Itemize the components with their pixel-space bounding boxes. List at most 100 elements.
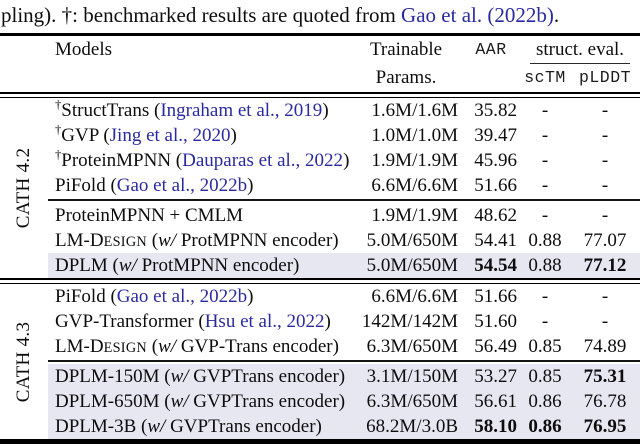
text-segment: PiFold ( [55,175,117,196]
aar-cell: 39.47 [474,125,517,146]
sctm-cell: - [541,100,549,121]
aar-cell: 51.66 [474,175,517,196]
text-segment: . [553,3,560,27]
params-cell: 1.0M/1.0M [371,125,458,146]
section-label-text: CATH 4.3 [13,321,34,402]
aar-cell: 51.66 [474,286,517,307]
text-segment: ProteinMPNN + CMLM [55,205,244,226]
citation-link[interactable]: Gao et al., 2022b [116,175,248,196]
aar-cell: 48.62 [474,205,517,226]
aar-cell: 45.96 [474,150,517,171]
text-segment: ProteinMPNN ( [61,150,183,171]
params-cell: 68.2M/3.0B [366,416,458,437]
text-segment: ) [230,125,237,146]
text-segment: pling). †: benchmarked results are quote… [1,3,402,27]
table-row: †GVP (Jing et al., 2020) 1.0M/1.0M 39.47 - - [48,123,640,148]
header-row-1: Models Trainable AAR struct. eval. [0,36,640,64]
model-cell: LM-DESIGN (w/ GVP-Trans encoder) [48,334,350,359]
model-cell: ProteinMPNN + CMLM [48,203,350,228]
text-segment: ProtMPNN encoder) [176,230,339,251]
sctm-cell: - [541,286,549,307]
struct-eval-label: struct. eval. [529,37,631,64]
table-row: †ProteinMPNN (Dauparas et al., 2022) 1.9M… [48,148,640,173]
header-struct-eval: struct. eval. [520,36,640,64]
text-segment: w/ [158,230,177,251]
plddt-cell: - [601,311,609,332]
params-cell: 1.9M/1.9M [371,150,458,171]
text-segment: ProtMPNN encoder) [136,255,300,276]
plddt-cell: 77.12 [583,255,627,276]
params-cell: 6.3M/650M [366,336,458,357]
section-rows: PiFold (Gao et al., 2022b) 6.6M/6.6M 51.66… [48,284,640,439]
citation-link[interactable]: Gao et al., 2022b [116,286,248,307]
model-cell: †StructTrans (Ingraham et al., 2019) [48,98,350,123]
section-rows: †StructTrans (Ingraham et al., 2019) 1.6M… [48,98,640,278]
text-segment: ESIGN [103,234,148,250]
text-segment: DPLM-650M ( [55,391,171,412]
params-cell: 5.0M/650M [366,230,458,251]
model-cell: PiFold (Gao et al., 2022b) [48,173,350,198]
sctm-cell: - [541,125,549,146]
text-segment: GVPTrans encoder) [188,366,346,387]
model-cell: PiFold (Gao et al., 2022b) [48,284,350,309]
plddt-cell: 76.95 [583,416,627,437]
section-cath-4-3: CATH 4.3 PiFold (Gao et al., 2022b) 6.6M/6… [0,284,640,439]
citation-link[interactable]: Jing et al., 2020 [109,125,231,146]
header-label-spacer [0,36,48,64]
text-segment: ) [247,286,254,307]
plddt-cell: 76.78 [583,391,627,412]
text-segment: w/ [147,416,166,437]
sctm-cell: - [541,205,549,226]
params-cell: 1.6M/1.6M [371,100,458,121]
plddt-cell: - [601,205,609,226]
text-segment: † [55,123,62,137]
sctm-cell: - [541,150,549,171]
text-segment: w/ [118,255,137,276]
plddt-cell: 75.31 [583,366,627,387]
aar-cell: 54.54 [474,255,517,276]
sctm-cell: - [541,311,549,332]
header-sctm: scTM [524,68,566,87]
header-label-spacer-2 [0,64,48,92]
text-segment: StructTrans ( [61,100,161,121]
model-cell: LM-DESIGN (w/ ProtMPNN encoder) [48,228,350,253]
section-label: CATH 4.3 [0,284,48,439]
text-segment: GVP-Trans encoder) [176,336,339,357]
citation-link[interactable]: Ingraham et al., 2019 [160,100,323,121]
model-cell: GVP-Transformer (Hsu et al., 2022) [48,309,350,334]
table-row: DPLM (w/ ProtMPNN encoder) 5.0M/650M 54.54… [48,253,640,278]
table-row: PiFold (Gao et al., 2022b) 6.6M/6.6M 51.66… [48,173,640,198]
header-models: Models [55,39,112,60]
plddt-cell: - [601,150,609,171]
aar-cell: 51.60 [474,311,517,332]
text-segment: w/ [158,336,177,357]
text-segment: w/ [170,366,189,387]
table-top-rule [0,33,640,36]
citation-link[interactable]: Hsu et al., 2022 [204,311,325,332]
table-row: DPLM-3B (w/ GVPTrans encoder) 68.2M/3.0B 5… [48,414,640,439]
plddt-cell: - [601,100,609,121]
text-segment: LM-D [55,336,104,357]
params-cell: 6.3M/650M [366,391,458,412]
citation-link[interactable]: Dauparas et al., 2022 [182,150,344,171]
aar-cell: 53.27 [474,366,517,387]
aar-cell: 56.61 [474,391,517,412]
sctm-cell: 0.85 [528,336,562,357]
sctm-cell: - [541,175,549,196]
table-body: CATH 4.2 †StructTrans (Ingraham et al., 2… [0,98,640,439]
text-segment: ESIGN [103,340,148,356]
aar-cell: 35.82 [474,100,517,121]
text-segment: LM-D [55,230,104,251]
text-segment: ) [343,150,350,171]
header-body-rule [0,92,640,98]
params-cell: 5.0M/650M [366,255,458,276]
section-label: CATH 4.2 [0,98,48,278]
group-divider-rule [48,199,640,203]
section-cath-4-2: CATH 4.2 †StructTrans (Ingraham et al., 2… [0,98,640,278]
header-aar-spacer [462,64,520,92]
model-cell: DPLM (w/ ProtMPNN encoder) [48,253,350,278]
text-segment: w/ [170,391,189,412]
table-row: DPLM-650M (w/ GVPTrans encoder) 6.3M/650M… [48,389,640,414]
sctm-cell: 0.86 [528,391,562,412]
citation-link[interactable]: Gao et al. (2022b) [401,3,554,27]
